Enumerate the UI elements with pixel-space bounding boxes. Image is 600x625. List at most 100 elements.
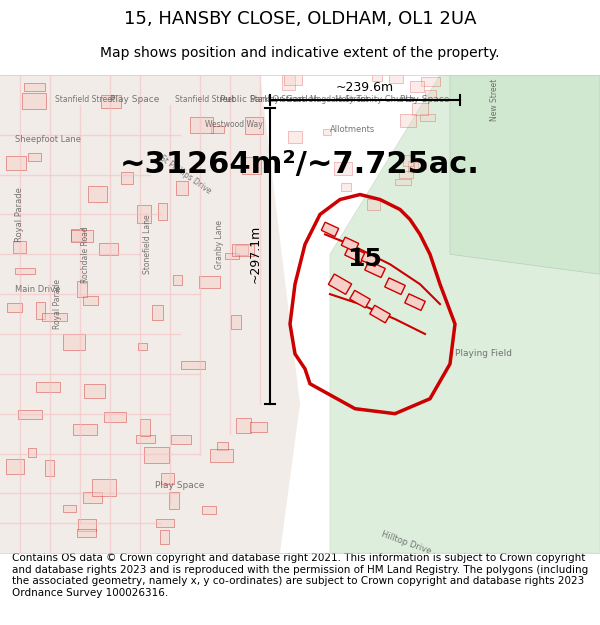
- Bar: [7, 303, 22, 312]
- Text: Stanley Street: Stanley Street: [250, 96, 305, 104]
- Bar: [421, 114, 435, 121]
- Bar: [236, 418, 251, 432]
- Bar: [88, 186, 107, 202]
- Text: Royal Parade: Royal Parade: [15, 187, 24, 242]
- Bar: [413, 162, 426, 169]
- Bar: [412, 102, 428, 115]
- Bar: [389, 74, 403, 83]
- Bar: [395, 179, 411, 186]
- Bar: [225, 253, 239, 259]
- Bar: [169, 492, 179, 509]
- Bar: [284, 72, 302, 85]
- Bar: [77, 529, 95, 537]
- Bar: [210, 449, 233, 462]
- Bar: [231, 315, 241, 329]
- Bar: [171, 436, 191, 444]
- Text: New Street: New Street: [490, 79, 499, 121]
- Bar: [101, 94, 121, 108]
- Text: Contains OS data © Crown copyright and database right 2021. This information is : Contains OS data © Crown copyright and d…: [12, 553, 588, 598]
- Bar: [365, 261, 385, 278]
- Bar: [137, 205, 151, 222]
- Bar: [18, 410, 41, 419]
- Bar: [77, 281, 87, 297]
- Bar: [370, 305, 390, 323]
- Bar: [140, 419, 149, 436]
- Bar: [42, 312, 67, 321]
- Bar: [77, 519, 96, 531]
- Polygon shape: [0, 75, 300, 553]
- Text: Playing Field: Playing Field: [455, 349, 512, 358]
- Bar: [323, 129, 331, 135]
- Bar: [71, 229, 84, 241]
- Polygon shape: [330, 75, 600, 553]
- Bar: [367, 199, 380, 209]
- Bar: [85, 384, 105, 398]
- Bar: [245, 117, 263, 134]
- Bar: [16, 268, 35, 274]
- Bar: [28, 153, 41, 161]
- Bar: [407, 161, 418, 172]
- Text: Royal Parade: Royal Parade: [53, 279, 62, 329]
- Bar: [288, 131, 302, 143]
- Bar: [145, 448, 169, 462]
- Bar: [28, 448, 37, 458]
- Polygon shape: [450, 75, 600, 274]
- Bar: [410, 81, 424, 92]
- Bar: [161, 473, 174, 484]
- Text: Westwood Way: Westwood Way: [205, 120, 263, 129]
- Bar: [372, 71, 382, 81]
- Bar: [36, 302, 45, 319]
- Bar: [136, 435, 155, 443]
- Bar: [235, 245, 248, 255]
- Bar: [322, 222, 338, 237]
- Text: Allotments: Allotments: [330, 125, 375, 134]
- Bar: [399, 171, 413, 178]
- Bar: [341, 183, 351, 191]
- Bar: [35, 382, 59, 392]
- Bar: [232, 244, 254, 256]
- Text: Holy Trinity Church: Holy Trinity Church: [335, 96, 415, 104]
- Bar: [350, 291, 370, 308]
- Bar: [156, 519, 175, 527]
- Text: Play Space: Play Space: [110, 96, 160, 104]
- Bar: [328, 274, 352, 294]
- Bar: [425, 91, 436, 100]
- Text: ~297.1m: ~297.1m: [248, 225, 262, 283]
- Text: Stonefield Lane: Stonefield Lane: [143, 214, 151, 274]
- Bar: [160, 530, 169, 544]
- Bar: [6, 459, 23, 474]
- Bar: [199, 276, 220, 288]
- Bar: [7, 156, 26, 171]
- Text: Play Space: Play Space: [155, 481, 205, 490]
- Bar: [104, 412, 126, 422]
- Bar: [158, 202, 167, 220]
- Bar: [242, 158, 261, 174]
- Bar: [63, 334, 85, 351]
- Text: 15, HANSBY CLOSE, OLDHAM, OL1 2UA: 15, HANSBY CLOSE, OLDHAM, OL1 2UA: [124, 10, 476, 27]
- Bar: [45, 459, 54, 476]
- Bar: [211, 126, 224, 133]
- Text: Play Space: Play Space: [400, 96, 449, 104]
- Bar: [341, 237, 359, 251]
- Bar: [152, 306, 163, 320]
- Text: ~239.6m: ~239.6m: [336, 81, 394, 94]
- Bar: [250, 422, 267, 431]
- Bar: [73, 424, 97, 435]
- Text: St Phillips Drive: St Phillips Drive: [158, 154, 212, 196]
- Bar: [22, 93, 46, 109]
- Bar: [361, 252, 379, 266]
- Bar: [121, 173, 133, 184]
- Bar: [176, 181, 188, 196]
- Text: 15: 15: [347, 248, 382, 271]
- Text: ~31264m²/~7.725ac.: ~31264m²/~7.725ac.: [120, 150, 480, 179]
- Bar: [385, 278, 405, 294]
- Bar: [138, 343, 147, 350]
- Bar: [421, 77, 440, 86]
- Text: Hilltop Drive: Hilltop Drive: [380, 530, 433, 556]
- Text: Sheepfoot Lane: Sheepfoot Lane: [15, 135, 81, 144]
- Text: Stanfield Street: Stanfield Street: [55, 96, 115, 104]
- Bar: [99, 243, 118, 255]
- Bar: [283, 75, 295, 89]
- Bar: [173, 274, 182, 285]
- Bar: [83, 492, 103, 503]
